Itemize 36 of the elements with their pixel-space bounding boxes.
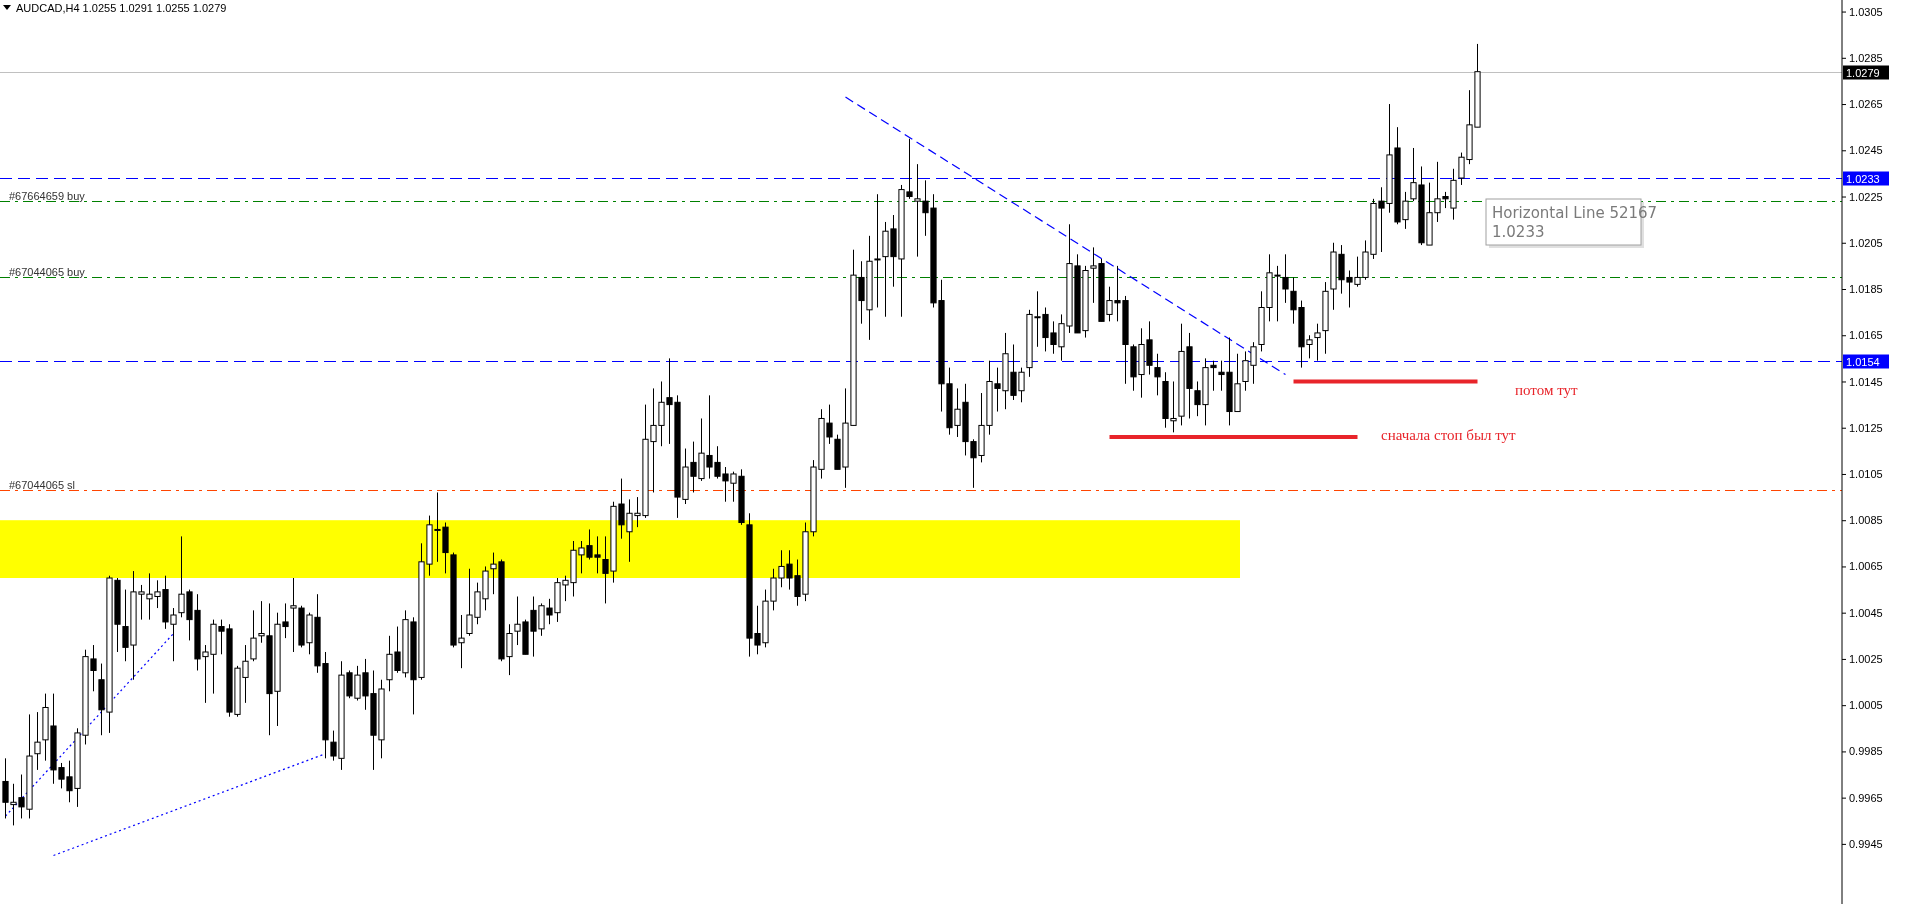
y-tick-label: 0.9945 xyxy=(1849,837,1883,850)
y-tick-label: 1.0085 xyxy=(1849,514,1883,527)
annotation: Horizontal Line 52167 xyxy=(1492,204,1658,222)
y-tick-label: 1.0265 xyxy=(1849,98,1883,111)
annotation: 1.0233 xyxy=(1492,223,1545,241)
y-tick-label: 1.0185 xyxy=(1849,283,1883,296)
candlestick xyxy=(1314,323,1321,362)
chart-title: AUDCAD,H4 1.0255 1.0291 1.0255 1.0279 xyxy=(16,2,227,14)
ref-line-label: #67664659 buy xyxy=(9,189,86,202)
y-tick-label: 1.0045 xyxy=(1849,606,1883,619)
candlestick xyxy=(34,711,41,771)
y-tick-label: 1.0105 xyxy=(1849,467,1883,480)
y-tick-label: 1.0005 xyxy=(1849,699,1883,712)
annotation: потом тут xyxy=(1515,382,1578,398)
y-tick-label: 1.0065 xyxy=(1849,560,1883,573)
candlestick xyxy=(250,609,257,662)
candlestick xyxy=(874,193,881,308)
y-tick-label: 1.0145 xyxy=(1849,375,1883,388)
candlestick xyxy=(1282,253,1289,304)
ref-line-label: 1.0154 xyxy=(1846,355,1880,368)
y-tick-label: 1.0305 xyxy=(1849,5,1883,18)
y-tick-label: 0.9985 xyxy=(1849,745,1883,758)
ref-line-label: 1.0279 xyxy=(1846,66,1880,79)
y-tick-label: 1.0245 xyxy=(1849,144,1883,157)
candlestick xyxy=(1154,353,1161,396)
y-tick-label: 1.0285 xyxy=(1849,51,1883,64)
ref-line-label: 1.0233 xyxy=(1846,172,1880,185)
y-tick-label: 1.0025 xyxy=(1849,652,1883,665)
ref-line-label: #67044065 sl xyxy=(9,478,76,491)
annotation: сначала стоп был тут xyxy=(1381,427,1517,443)
y-tick-label: 0.9965 xyxy=(1849,791,1883,804)
y-tick-label: 1.0205 xyxy=(1849,236,1883,249)
y-tick-label: 1.0225 xyxy=(1849,190,1883,203)
ref-line-label: #67044065 buy xyxy=(9,265,86,278)
y-tick-label: 1.0165 xyxy=(1849,329,1883,342)
y-tick-label: 1.0125 xyxy=(1849,421,1883,434)
